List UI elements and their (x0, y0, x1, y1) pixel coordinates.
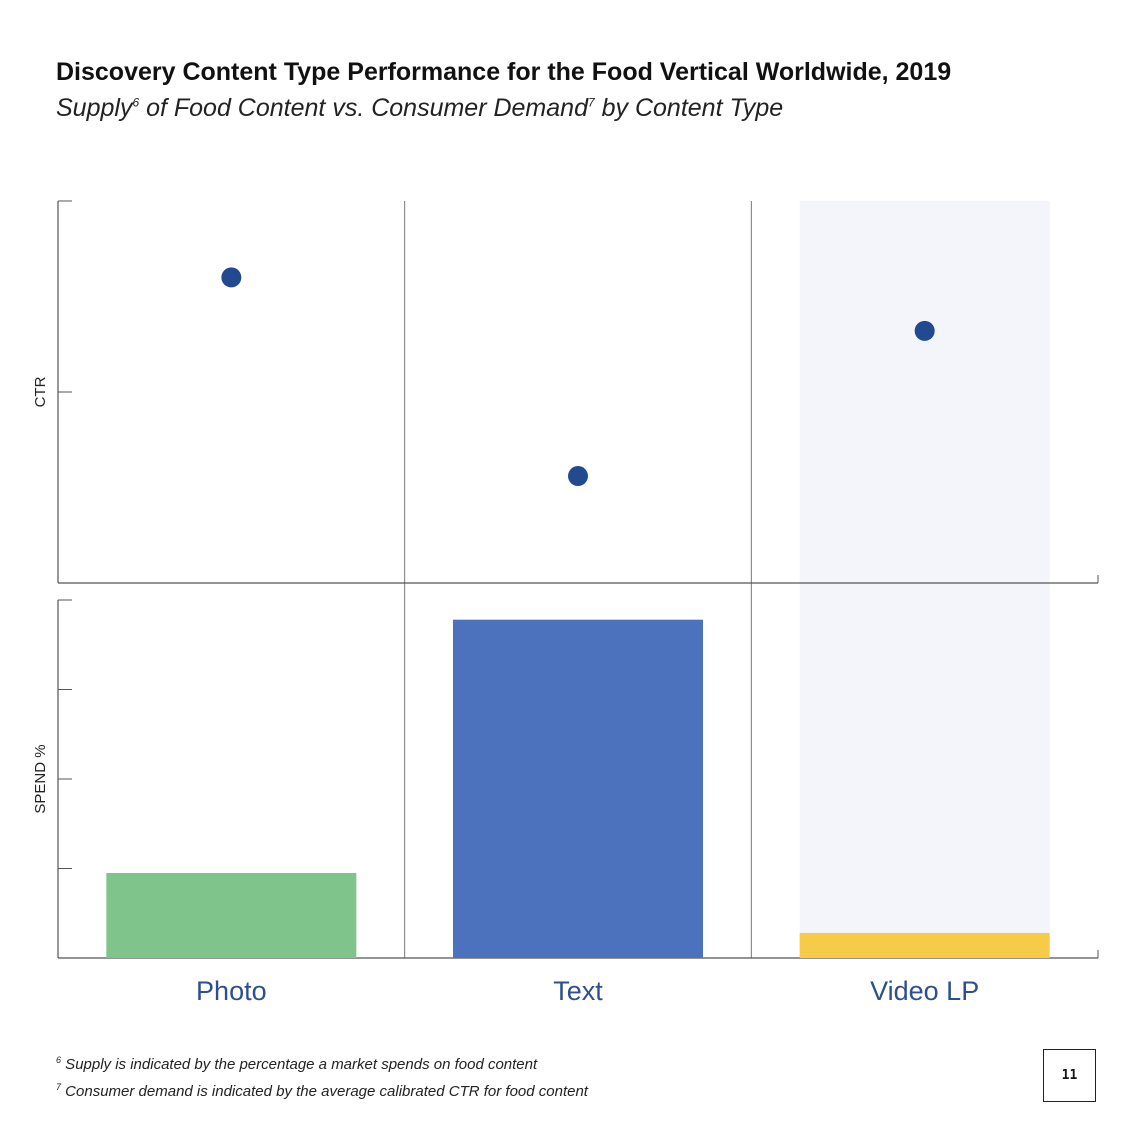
subtitle-part-type: by Content Type (594, 94, 784, 122)
footnote-6-text: Supply is indicated by the percentage a … (61, 1056, 538, 1073)
subtitle-footnote-ref-6: 6 (132, 95, 140, 110)
ctr-axis-label: CTR (32, 376, 49, 407)
footnote-7: 7 Consumer demand is indicated by the av… (56, 1076, 588, 1103)
subtitle-footnote-ref-7: 7 (587, 95, 595, 110)
page-number-box: 11 (1043, 1049, 1096, 1102)
subtitle-part-supply: Supply (56, 94, 133, 122)
footnote-7-marker: 7 (56, 1082, 62, 1092)
ctr-point-photo (221, 267, 242, 288)
spend-bar-photo (106, 872, 357, 958)
page-number: 11 (1061, 1068, 1078, 1083)
highlight-column-video-lp (799, 201, 1050, 958)
spend-axis-label: SPEND % (32, 744, 49, 813)
ctr-point-text (568, 466, 588, 487)
category-label-video-lp: Video LP (870, 976, 979, 1006)
footnotes: 6 Supply is indicated by the percentage … (56, 1049, 588, 1103)
chart-title: Discovery Content Type Performance for t… (56, 58, 952, 86)
footnote-6-marker: 6 (56, 1055, 62, 1065)
subtitle-part-demand: of Food Content vs. Consumer Demand (139, 94, 588, 122)
footnote-6: 6 Supply is indicated by the percentage … (56, 1049, 588, 1076)
ctr-point-video-lp (914, 320, 935, 341)
spend-bar-video-lp (799, 932, 1050, 958)
chart-subtitle: Supply6 of Food Content vs. Consumer Dem… (56, 94, 783, 123)
category-label-photo: Photo (196, 976, 267, 1006)
footnote-7-text: Consumer demand is indicated by the aver… (61, 1083, 588, 1100)
category-label-text: Text (553, 976, 603, 1006)
spend-bar-text (453, 619, 703, 958)
